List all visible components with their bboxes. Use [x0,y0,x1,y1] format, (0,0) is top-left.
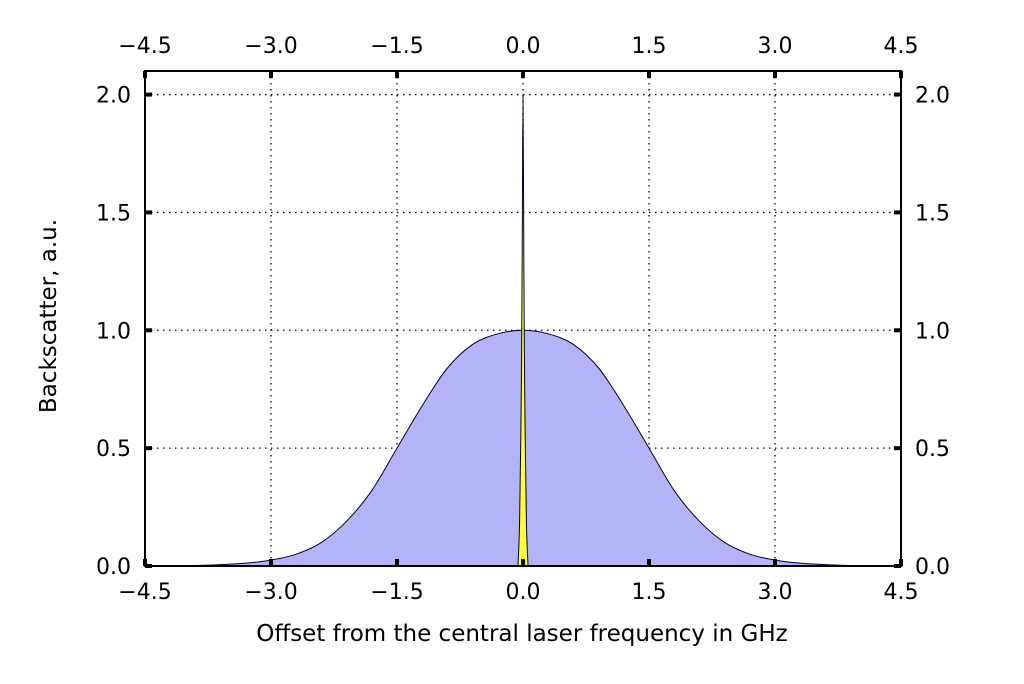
x-tick-label-top: −3.0 [244,34,297,59]
x-tick-label-top: 1.5 [632,34,667,59]
y-tick-label: 1.5 [96,201,131,226]
y-tick-label: 0.0 [96,555,131,580]
tick-marks [143,71,903,568]
x-tick-label-top: −1.5 [370,34,423,59]
x-tick-label: 4.5 [884,580,919,605]
y-tick-label-right: 1.0 [915,319,950,344]
y-tick-label: 2.0 [96,84,131,109]
y-axis-title: Backscatter, a.u. [36,219,62,413]
x-tick-label-top: 3.0 [758,34,793,59]
x-tick-label: −4.5 [118,580,171,605]
y-tick-label-right: 0.0 [915,555,950,580]
y-tick-label-right: 0.5 [915,437,950,462]
x-tick-label: 3.0 [758,580,793,605]
x-tick-label: 1.5 [632,580,667,605]
x-axis-title: Offset from the central laser frequency … [256,621,787,647]
x-tick-label: −1.5 [370,580,423,605]
plot-series [144,94,902,567]
x-tick-label-top: 4.5 [884,34,919,59]
narrow-peak-area [517,94,529,567]
y-tick-label-right: 1.5 [915,201,950,226]
tick-labels: −4.5 −4.5 −3.0 −3.0 −1.5 −1.5 0.0 0.0 1.5 1.5 3.0 3… [96,34,950,605]
x-tick-label: −3.0 [244,580,297,605]
x-tick-label-top: 0.0 [506,34,541,59]
x-tick-label-top: −4.5 [118,34,171,59]
x-tick-label: 0.0 [506,580,541,605]
y-tick-label-right: 2.0 [915,84,950,109]
y-tick-label: 1.0 [96,319,131,344]
y-tick-label: 0.5 [96,437,131,462]
